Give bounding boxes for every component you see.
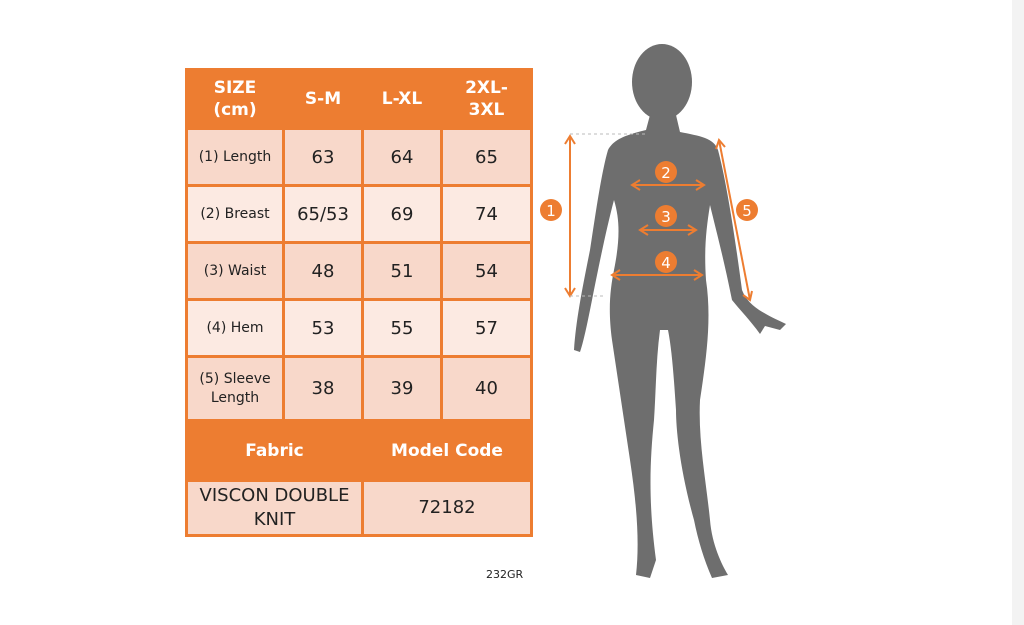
body-silhouette (574, 44, 786, 578)
header-s-m: S-M (282, 68, 364, 130)
fabric-header: Fabric (185, 419, 364, 482)
marker-circles (540, 161, 758, 273)
cell: 51 (361, 241, 443, 301)
cell: 53 (282, 298, 364, 358)
scroll-edge (1012, 0, 1024, 625)
cell: 40 (440, 355, 533, 422)
marker-2: 2 (661, 164, 671, 182)
cell: 74 (440, 184, 533, 244)
header-row: SIZE (cm) S-M L-XL 2XL-3XL (185, 68, 533, 130)
header-size: SIZE (cm) (185, 68, 285, 130)
cell: 63 (282, 127, 364, 187)
cell: 38 (282, 355, 364, 422)
guide-lines (570, 133, 646, 297)
row-label: (2) Breast (185, 184, 285, 244)
header-2xl-3xl-text: 2XL-3XL (465, 78, 508, 120)
table-row: (4) Hem 53 55 57 (185, 298, 533, 358)
table-row: (5) Sleeve Length 38 39 40 (185, 355, 533, 422)
cell: 65/53 (282, 184, 364, 244)
cell: 54 (440, 241, 533, 301)
cell: 39 (361, 355, 443, 422)
product-code: 232GR (486, 568, 524, 581)
table-row: (1) Length 63 64 65 (185, 127, 533, 187)
marker-4: 4 (661, 254, 671, 272)
row-label: (3) Waist (185, 241, 285, 301)
fabric-value: VISCON DOUBLE KNIT (185, 479, 364, 537)
table-row: (3) Waist 48 51 54 (185, 241, 533, 301)
model-code-header: Model Code (361, 419, 533, 482)
cell: 55 (361, 298, 443, 358)
cell: 69 (361, 184, 443, 244)
marker-1: 1 (546, 202, 556, 220)
cell: 64 (361, 127, 443, 187)
cell: 65 (440, 127, 533, 187)
size-chart-table: SIZE (cm) S-M L-XL 2XL-3XL (1) Length 63 … (185, 68, 533, 537)
cell: 57 (440, 298, 533, 358)
header-l-xl: L-XL (361, 68, 443, 130)
row-label: (5) Sleeve Length (185, 355, 285, 422)
marker-5: 5 (742, 202, 752, 220)
measurement-arrows (564, 134, 753, 302)
row-label: (4) Hem (185, 298, 285, 358)
fabric-row: VISCON DOUBLE KNIT 72182 (185, 479, 533, 537)
header-2xl-3xl: 2XL-3XL (440, 68, 533, 130)
marker-3: 3 (661, 208, 671, 226)
model-code-value: 72182 (361, 479, 533, 537)
fabric-header-row: Fabric Model Code (185, 419, 533, 482)
row-label: (1) Length (185, 127, 285, 187)
table-row: (2) Breast 65/53 69 74 (185, 184, 533, 244)
cell: 48 (282, 241, 364, 301)
